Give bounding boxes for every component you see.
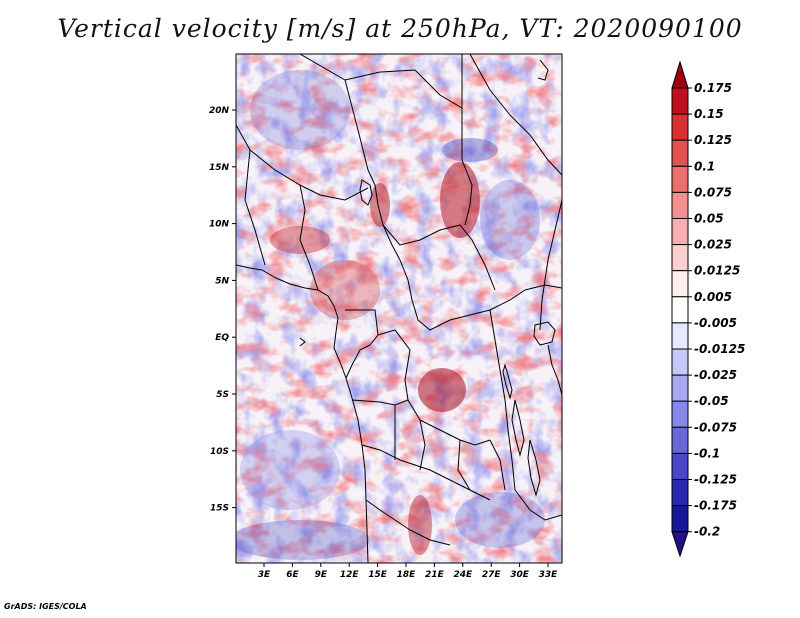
lon-tick-label: 30E: [510, 570, 530, 580]
lat-tick-label: 20N: [209, 106, 230, 116]
map-title: Vertical velocity [m/s] at 250hPa, VT: 2…: [57, 14, 743, 43]
lat-tick-label: 5S: [216, 390, 229, 400]
colorbar-label: -0.125: [694, 473, 737, 487]
colorbar-swatch: [671, 113, 689, 141]
colorbar-label: -0.075: [694, 420, 737, 434]
lon-tick-label: 15E: [368, 570, 388, 580]
lat-tick-label: 10S: [210, 447, 229, 457]
colorbar-swatch: [671, 218, 689, 246]
colorbar-swatch: [671, 452, 689, 480]
colorbar-swatch: [671, 479, 689, 507]
lat-tick-label: 10N: [209, 220, 230, 230]
colorbar-swatch: [671, 426, 689, 454]
colorbar-swatch: [671, 87, 689, 115]
lon-tick-label: 24E: [453, 570, 473, 580]
colorbar-swatch: [671, 348, 689, 376]
colorbar-label: -0.025: [694, 368, 737, 382]
colorbar-swatch: [671, 191, 689, 219]
colorbar-swatch: [671, 270, 689, 298]
lon-tick-label: 3E: [258, 570, 271, 580]
colorbar-swatch: [671, 296, 689, 324]
colorbar-label: 0.15: [694, 107, 724, 121]
lon-tick-label: 12E: [340, 570, 360, 580]
colorbar-swatch: [671, 244, 689, 272]
grads-credit: GrADS: IGES/COLA: [4, 602, 87, 611]
colorbar-swatch: [671, 165, 689, 193]
lon-tick-label: 27E: [482, 570, 502, 580]
colorbar-label: 0.005: [694, 290, 732, 304]
colorbar-top-arrow: [671, 60, 689, 89]
latitude-axis: 20N 15N 10N 5N EQ 5S 10S 15S: [209, 106, 236, 514]
longitude-axis: 3E 6E 9E 12E 15E 18E 21E 24E 27E 30E 33E: [258, 563, 558, 580]
colorbar-bottom-arrow: [671, 531, 689, 558]
colorbar-swatch: [671, 505, 689, 533]
lon-tick-label: 6E: [286, 570, 299, 580]
colorbar-label: -0.2: [694, 525, 720, 539]
lat-tick-label: 15N: [209, 163, 230, 173]
colorbar-label: 0.175: [694, 81, 732, 95]
lon-tick-label: 18E: [397, 570, 417, 580]
colorbar-swatch: [671, 374, 689, 402]
colorbar-swatch: [671, 400, 689, 428]
colorbar-swatch: [671, 139, 689, 167]
colorbar-label: 0.05: [694, 212, 724, 226]
lon-tick-label: 9E: [315, 570, 328, 580]
colorbar-label: -0.05: [694, 394, 729, 408]
colorbar-label: 0.025: [694, 238, 732, 252]
map-frame: [235, 53, 563, 564]
colorbar-label: 0.125: [694, 133, 732, 147]
colorbar-label: -0.175: [694, 499, 737, 513]
colorbar-label: -0.1: [694, 446, 720, 460]
colorbar: 0.175 0.15 0.125 0.1 0.075 0.05 0.025 0.0125 0.0…: [671, 60, 745, 558]
velocity-field: [236, 54, 562, 563]
colorbar-swatch: [671, 322, 689, 350]
lat-tick-label: 5N: [215, 276, 229, 286]
colorbar-label: 0.0125: [694, 264, 740, 278]
lon-tick-label: 33E: [539, 570, 559, 580]
country-borders: [236, 54, 562, 563]
lon-tick-label: 21E: [425, 570, 445, 580]
colorbar-label: 0.1: [694, 159, 715, 173]
colorbar-label: 0.075: [694, 185, 732, 199]
colorbar-label: -0.0125: [694, 342, 745, 356]
lat-tick-label: 15S: [210, 504, 229, 514]
lat-tick-label: EQ: [215, 333, 229, 343]
colorbar-label: -0.005: [694, 316, 737, 330]
